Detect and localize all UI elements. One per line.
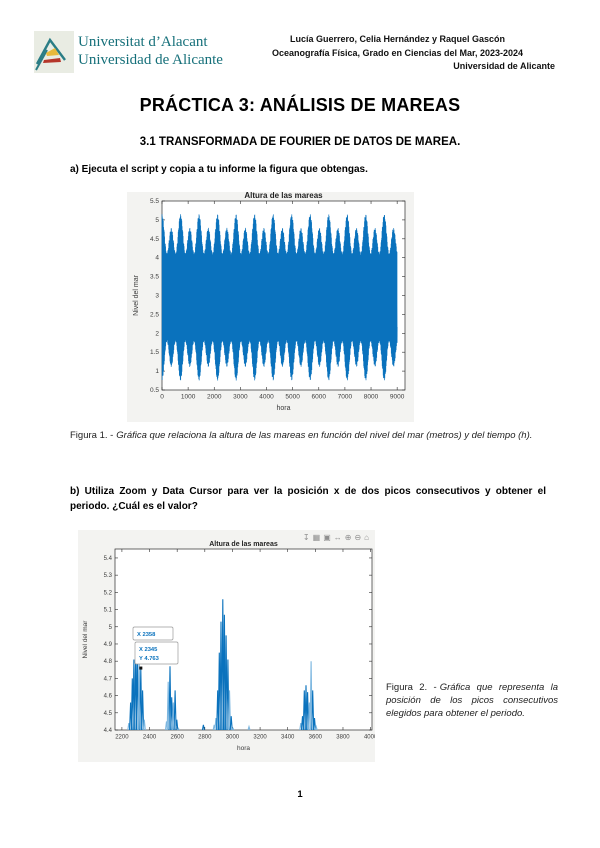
svg-text:2200: 2200 [115, 735, 129, 741]
svg-text:4000: 4000 [364, 735, 375, 741]
wordmark-line-2: Universidad de Alicante [78, 52, 223, 68]
svg-text:2.5: 2.5 [150, 311, 159, 318]
svg-text:4.6: 4.6 [104, 694, 113, 700]
svg-text:2000: 2000 [207, 394, 222, 401]
matlab-axes-toolbar: ↧ ▦ ▣ ↔ ⊕ ⊖ ⌂ [303, 533, 369, 543]
svg-text:3.5: 3.5 [150, 274, 159, 281]
svg-text:4.5: 4.5 [104, 711, 113, 717]
wordmark-line-1: Universitat d’Alacant [78, 34, 208, 50]
svg-text:hora: hora [237, 745, 250, 752]
svg-text:4.8: 4.8 [104, 659, 113, 665]
svg-text:X 2358: X 2358 [137, 632, 156, 638]
svg-text:5000: 5000 [285, 394, 300, 401]
svg-text:X 2345: X 2345 [139, 647, 158, 653]
data-tip-1: X 2358 [132, 626, 174, 641]
svg-text:Nivel del mar: Nivel del mar [82, 620, 89, 659]
svg-text:3400: 3400 [281, 735, 295, 741]
svg-text:5.2: 5.2 [104, 590, 113, 596]
svg-text:2800: 2800 [198, 735, 212, 741]
svg-text:4: 4 [155, 255, 159, 262]
svg-text:1: 1 [155, 368, 159, 375]
data-tip-2: X 2345 Y 4.763 [134, 641, 179, 665]
svg-text:5.3: 5.3 [104, 573, 113, 579]
svg-text:5.1: 5.1 [104, 608, 113, 614]
header-course: Oceanografía Física, Grado en Ciencias d… [271, 47, 524, 58]
header-credits: Lucía Guerrero, Celia Hernández y Raquel… [240, 33, 555, 74]
restore-view-icon: ⌂ [364, 533, 369, 542]
paragraph-b: b) Utiliza Zoom y Data Cursor para ver l… [70, 486, 546, 512]
svg-text:5.5: 5.5 [150, 198, 159, 205]
svg-text:8000: 8000 [364, 394, 379, 401]
university-wordmark: Universitat d’Alacant Universidad de Ali… [78, 33, 223, 69]
figure2-caption: Figura 2. - Gráfica que representa la pos… [386, 681, 558, 720]
brush-icon: ▦ [312, 533, 321, 542]
zoom-out-icon: ⊖ [354, 533, 362, 542]
page-title: PRÁCTICA 3: ANÁLISIS DE MAREAS [139, 95, 461, 115]
figure2-caption-label: Figura 2. - [386, 682, 437, 693]
svg-text:6000: 6000 [312, 394, 327, 401]
svg-text:1000: 1000 [181, 394, 196, 401]
pan-icon: ↔ [333, 533, 342, 542]
svg-text:Y 4.763: Y 4.763 [139, 656, 160, 662]
svg-text:3200: 3200 [253, 735, 267, 741]
svg-text:5.4: 5.4 [104, 556, 113, 562]
svg-text:3: 3 [155, 293, 159, 300]
svg-text:4.4: 4.4 [104, 728, 113, 734]
datatip-icon: ▣ [323, 533, 331, 542]
svg-text:1.5: 1.5 [150, 349, 159, 356]
svg-text:3800: 3800 [336, 735, 350, 741]
svg-text:2: 2 [155, 330, 159, 337]
svg-text:3600: 3600 [309, 735, 323, 741]
svg-text:Altura de las mareas: Altura de las mareas [209, 541, 278, 548]
svg-text:9000: 9000 [390, 394, 405, 401]
svg-text:5: 5 [109, 625, 113, 631]
svg-text:7000: 7000 [338, 394, 353, 401]
figure1-tide-chart: 0 1000 2000 3000 4000 5000 6000 7000 8000 9000 0.5… [127, 192, 414, 422]
svg-text:4.9: 4.9 [104, 642, 113, 648]
svg-text:Nivel del mar: Nivel del mar [133, 274, 140, 316]
university-logo [34, 31, 74, 73]
svg-text:3000: 3000 [233, 394, 248, 401]
figure1-caption-label: Figura 1. - [70, 430, 114, 441]
figure1-caption: Figura 1. - Gráfica que relaciona la altu… [70, 429, 546, 443]
header-authors: Lucía Guerrero, Celia Hernández y Raquel… [289, 34, 506, 44]
figure1-caption-text: Gráfica que relaciona la altura de las m… [116, 430, 533, 441]
svg-text:Altura de las mareas: Altura de las mareas [244, 192, 323, 200]
page-number: 1 [297, 789, 303, 800]
header-institution: Universidad de Alicante [453, 61, 555, 71]
svg-text:2600: 2600 [170, 735, 184, 741]
svg-text:0: 0 [160, 394, 164, 401]
svg-text:4.7: 4.7 [104, 676, 113, 682]
svg-text:hora: hora [276, 405, 290, 412]
svg-text:5: 5 [155, 217, 159, 224]
figure2-zoom-chart: ↧ ▦ ▣ ↔ ⊕ ⊖ ⌂ 2200 2400 2600 2800 3000 3200 3400 3600… [78, 530, 375, 762]
svg-text:0.5: 0.5 [150, 387, 159, 394]
university-logo-emblem [34, 31, 74, 73]
svg-text:4.5: 4.5 [150, 236, 159, 243]
section-heading: 3.1 TRANSFORMADA DE FOURIER DE DATOS DE … [139, 136, 461, 148]
zoom-in-icon: ⊕ [344, 533, 352, 542]
svg-text:4000: 4000 [259, 394, 274, 401]
export-icon: ↧ [302, 533, 310, 542]
svg-text:3000: 3000 [226, 735, 240, 741]
figure2-caption-text: Gráfica que representa la posición de lo… [386, 682, 559, 719]
paragraph-a: a) Ejecuta el script y copia a tu inform… [70, 164, 368, 175]
svg-text:2400: 2400 [143, 735, 157, 741]
